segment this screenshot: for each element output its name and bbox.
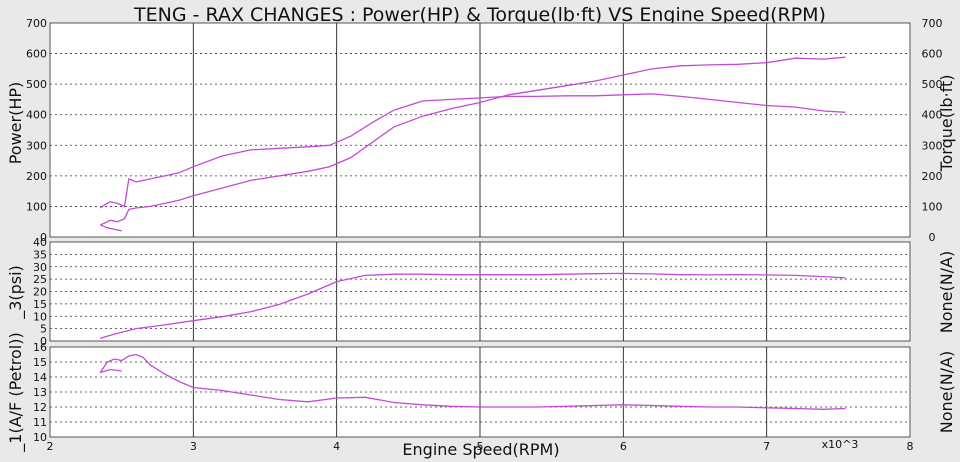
panel-1-y-tick-label: 300 — [26, 139, 47, 152]
panel-1-y-tick-label: 700 — [26, 17, 47, 30]
panel-3-series-1-line — [99, 353, 846, 410]
panel-2-y-tick-label: 35 — [33, 248, 47, 261]
panel-1-y-tick-label: 600 — [26, 48, 47, 61]
panel-3-y-tick-label: 16 — [33, 341, 47, 354]
x-tick-label: 2 — [47, 440, 54, 453]
panel-1-series-1-line — [99, 93, 846, 209]
panel-2-y-tick-label: 10 — [33, 310, 47, 323]
x-tick-label: 8 — [907, 440, 914, 453]
panel-1: 0 0 100 100 200 200 300 300 400 400 500 500 600 600 70… — [6, 17, 956, 244]
panel-1-y2-tick-label: 100 — [922, 200, 943, 213]
panel-1-y2-tick-label: 200 — [922, 170, 943, 183]
panel-3-y-tick-label: 11 — [33, 416, 47, 429]
panel-1-y2-tick-label: 400 — [922, 109, 943, 122]
panel-1-y2-tick-label: 0 — [929, 231, 936, 244]
panel-3-y-tick-label: 15 — [33, 356, 47, 369]
panel-1-y2-tick-label: 300 — [922, 139, 943, 152]
panel-1-y2-tick-label: 700 — [922, 17, 943, 30]
panel-3-y-tick-label: 12 — [33, 401, 47, 414]
panel-1-y-tick-label: 200 — [26, 170, 47, 183]
panel-2-y-tick-label: 30 — [33, 261, 47, 274]
x-tick-label: 7 — [763, 440, 770, 453]
panel-1-y-axis-label: Power(HP) — [6, 82, 25, 165]
panel-3: 10 11 12 13 14 15 16 _1(A/F (Petrol)) None(N/A) — [6, 332, 956, 452]
x-axis-label: Engine Speed(RPM) — [402, 440, 559, 459]
panel-1-series-3-line — [99, 224, 122, 232]
x-tick-label: 5 — [477, 440, 484, 453]
x-tick-label: 6 — [620, 440, 627, 453]
panel-1-y-tick-label: 500 — [26, 78, 47, 91]
panel-1-y-tick-label: 400 — [26, 109, 47, 122]
panel-1-series-2-line — [99, 56, 846, 226]
panel-3-series-2-line — [100, 368, 122, 374]
panel-3-y-tick-label: 14 — [33, 371, 47, 384]
panel-1-y-tick-label: 0 — [40, 231, 47, 244]
panel-2-y-tick-label: 20 — [33, 286, 47, 299]
panel-2-y-axis-label: _3(psi) — [6, 265, 26, 320]
panel-3-y-tick-label: 13 — [33, 386, 47, 399]
panel-1-y-tick-label: 100 — [26, 200, 47, 213]
panel-2-series-1-line — [99, 272, 846, 340]
panel-2-y-tick-label: 15 — [33, 298, 47, 311]
panel-2-y-tick-label: 0 — [40, 335, 47, 348]
panel-1-y2-tick-label: 500 — [922, 78, 943, 91]
x-multiplier-label: x10^3 — [822, 438, 859, 451]
panel-3-y2-axis-label: None(N/A) — [937, 351, 956, 434]
panel-1-y2-axis-label: Torque(lb·ft) — [937, 74, 956, 172]
panel-3-y-axis-label: _1(A/F (Petrol)) — [6, 332, 26, 452]
panel-2-y-tick-label: 40 — [33, 236, 47, 249]
panel-1-y2-tick-label: 600 — [922, 48, 943, 61]
panel-2-y-tick-label: 25 — [33, 273, 47, 286]
x-tick-label: 4 — [333, 440, 340, 453]
chart-title: TENG - RAX CHANGES : Power(HP) & Torque(… — [133, 4, 826, 26]
panel-3-y-tick-label: 10 — [33, 431, 47, 444]
panel-2-y2-axis-label: None(N/A) — [937, 251, 956, 334]
x-tick-label: 3 — [190, 440, 197, 453]
panel-2-y-tick-label: 5 — [40, 323, 47, 336]
